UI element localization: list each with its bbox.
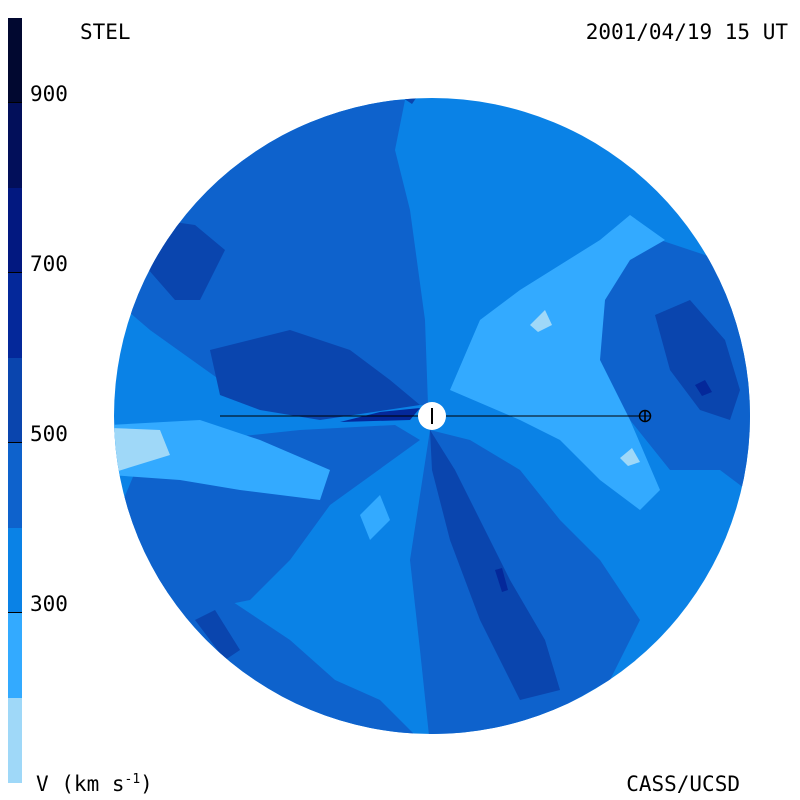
colorbar-tick-mark bbox=[8, 102, 22, 103]
velocity-colorbar bbox=[8, 18, 22, 783]
colorbar-tick-label: 300 bbox=[30, 592, 68, 616]
colorbar-tick-mark bbox=[8, 442, 22, 443]
units-suffix: ) bbox=[140, 772, 153, 796]
earth-icon bbox=[638, 409, 652, 423]
colorbar-segment bbox=[8, 698, 22, 783]
contour-region bbox=[114, 420, 330, 500]
colorbar-segment bbox=[8, 18, 22, 103]
units-exponent: -1 bbox=[124, 772, 141, 787]
colorbar-segment bbox=[8, 443, 22, 528]
contour-region bbox=[430, 430, 560, 700]
contour-region bbox=[400, 98, 416, 104]
colorbar-tick-mark bbox=[8, 272, 22, 273]
colorbar-segment bbox=[8, 103, 22, 188]
contour-region bbox=[195, 610, 240, 660]
units-label: V (km s-1) bbox=[36, 772, 153, 796]
contour-region bbox=[450, 215, 665, 510]
contour-region bbox=[530, 310, 552, 332]
colorbar-segment bbox=[8, 528, 22, 613]
units-prefix: V (km s bbox=[36, 772, 125, 796]
contour-region bbox=[655, 300, 740, 420]
contour-region bbox=[620, 448, 640, 466]
credit-label: CASS/UCSD bbox=[626, 772, 740, 796]
colorbar-tick-label: 900 bbox=[30, 82, 68, 106]
contour-region bbox=[360, 495, 390, 540]
contour-region bbox=[695, 380, 712, 396]
contour-region bbox=[495, 568, 508, 592]
colorbar-tick-label: 700 bbox=[30, 252, 68, 276]
contour-region bbox=[114, 428, 170, 472]
contour-region bbox=[210, 330, 420, 420]
contour-region bbox=[340, 408, 420, 422]
data-source-label: STEL bbox=[80, 20, 131, 44]
colorbar-segment bbox=[8, 358, 22, 443]
colorbar-segment bbox=[8, 188, 22, 273]
datetime-label: 2001/04/19 15 UT bbox=[585, 20, 788, 44]
colorbar-tick-label: 500 bbox=[30, 422, 68, 446]
colorbar-tick-mark bbox=[8, 612, 22, 613]
colorbar-segment bbox=[8, 273, 22, 358]
colorbar-segment bbox=[8, 613, 22, 698]
